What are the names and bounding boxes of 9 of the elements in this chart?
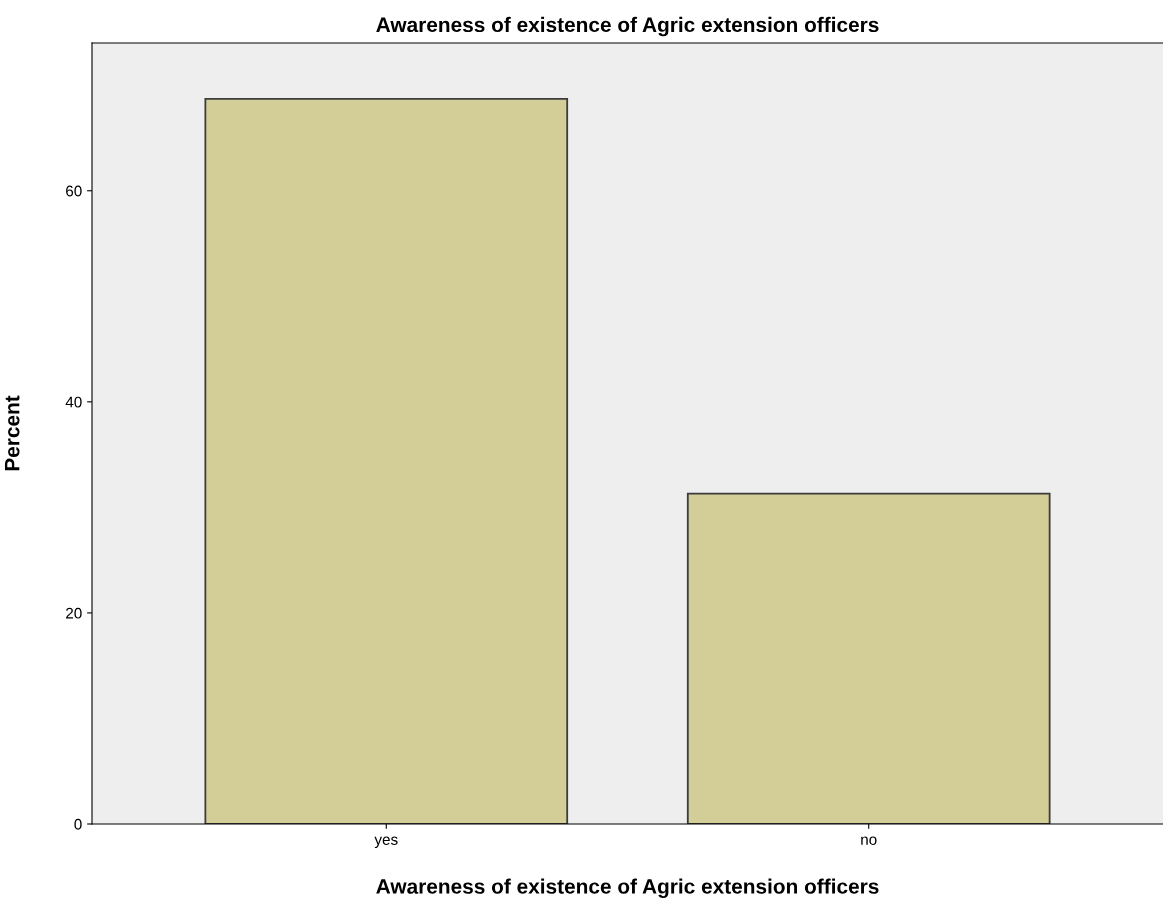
y-tick-label: 20 [66, 607, 82, 619]
y-tick-label: 0 [74, 818, 82, 830]
x-tick-label: yes [374, 836, 398, 848]
chart-title: Awareness of existence of Agric extension officers [376, 16, 879, 37]
y-tick-label: 60 [66, 185, 82, 197]
x-tick-label: no [861, 836, 877, 845]
y-axis-title: Percent [4, 395, 20, 471]
x-axis-title: Awareness of existence of Agric extension officers [376, 878, 879, 899]
y-tick-label: 40 [65, 396, 82, 408]
